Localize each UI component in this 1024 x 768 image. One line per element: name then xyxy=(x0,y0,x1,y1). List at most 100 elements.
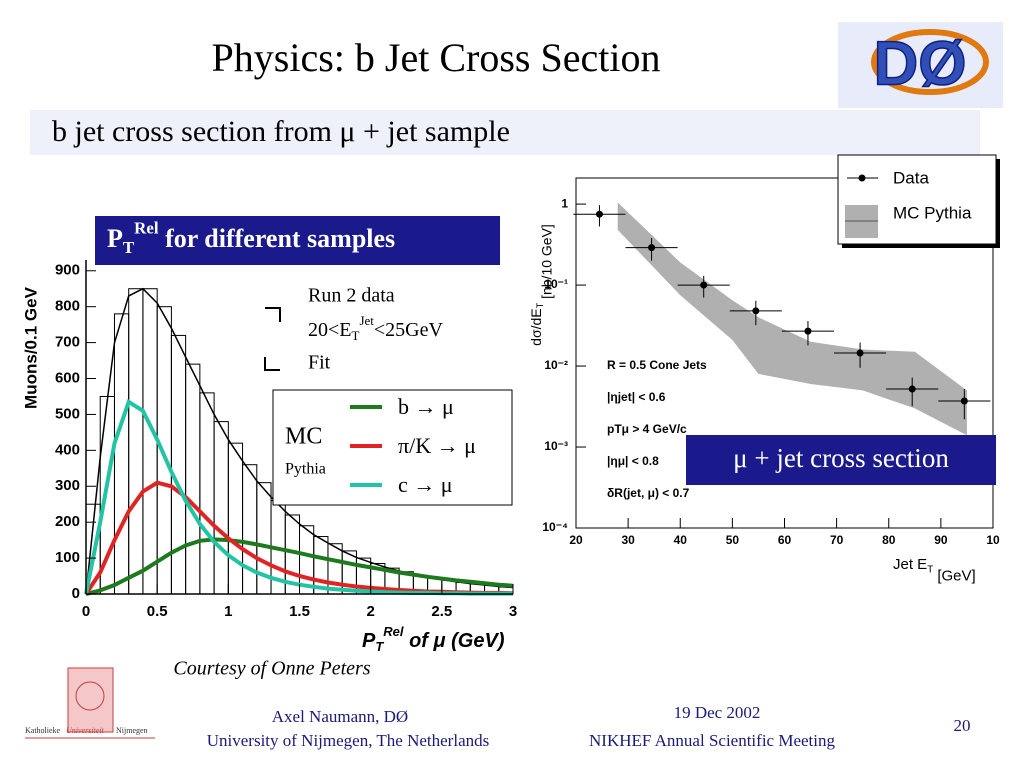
x-axis-label: PTRel of μ (GeV) xyxy=(362,624,505,654)
mc-label: MC xyxy=(285,424,322,450)
legend-label: c → μ xyxy=(398,472,453,497)
y-tick-label: 200 xyxy=(55,513,80,530)
footer-date: 19 Dec 2002 xyxy=(674,703,761,722)
footer-affiliation: University of Nijmegen, The Netherlands xyxy=(207,731,489,750)
banner: PTRel for different samples xyxy=(107,218,395,256)
legend-label: π/K → μ xyxy=(398,433,476,458)
y-tick-label: 10⁻² xyxy=(544,358,568,372)
legend-symbol xyxy=(264,357,280,371)
y-axis-label-part: T xyxy=(536,302,546,308)
data-point xyxy=(908,385,916,393)
annotation: pTμ > 4 GeV/c xyxy=(607,422,687,436)
y-tick-label: 0 xyxy=(72,585,80,602)
x-tick-label: 1.5 xyxy=(289,603,310,620)
legend-symbol xyxy=(265,307,281,322)
y-axis-label: Muons/0.1 GeV xyxy=(21,286,40,409)
x-tick-label: 20 xyxy=(569,533,583,547)
y-axis-label-part: [nb/10 GeV] xyxy=(538,224,554,303)
y-tick-label: 10⁻³ xyxy=(544,439,568,453)
banner-box xyxy=(686,435,996,485)
x-tick-label: 80 xyxy=(882,533,896,547)
data-point xyxy=(804,327,812,335)
x-axis-label-part: T xyxy=(375,639,384,654)
x-axis-label-part: P xyxy=(362,630,376,652)
annotation: δR(jet, μ) < 0.7 xyxy=(607,486,690,500)
x-axis-label-part: of μ (GeV) xyxy=(404,630,505,652)
legend-label: Run 2 data xyxy=(308,285,395,307)
data-point xyxy=(648,244,656,252)
banner-part: Rel xyxy=(134,218,159,237)
annotation: |ηjet| < 0.6 xyxy=(607,390,666,404)
x-tick-label: 70 xyxy=(830,533,844,547)
logo-orbit xyxy=(871,29,989,95)
mc-sublabel: Pythia xyxy=(285,461,326,478)
logo-word: Katholieke xyxy=(25,726,61,735)
legend-swatch xyxy=(858,174,866,182)
data-point xyxy=(595,210,603,218)
subtitle-band xyxy=(30,110,980,155)
x-tick-label: 30 xyxy=(621,533,635,547)
legend-label-part: Jet xyxy=(359,313,374,328)
x-axis-label-part: T xyxy=(927,564,933,575)
logo-word: Nijmegen xyxy=(116,726,148,735)
x-tick-label: 50 xyxy=(726,533,740,547)
x-tick-label: 90 xyxy=(934,533,948,547)
mc-legend-box xyxy=(272,389,513,506)
banner-part: P xyxy=(107,224,123,253)
x-tick-label: 10 xyxy=(986,533,1000,547)
mc-band xyxy=(617,202,967,436)
slide-subtitle: b jet cross section from μ + jet sample xyxy=(52,115,510,148)
legend-label: Fit xyxy=(308,352,331,374)
legend-label-part: T xyxy=(352,328,360,343)
logo-seal xyxy=(75,681,105,711)
logo-text: DØ xyxy=(874,29,967,98)
legend-label: b → μ xyxy=(398,394,454,419)
y-tick-label: 600 xyxy=(55,369,80,386)
logo-word: Universiteit xyxy=(66,726,105,735)
x-tick-label: 60 xyxy=(778,533,792,547)
y-axis-label-part: dσ/dE xyxy=(528,308,544,345)
x-axis-label-part: [GeV] xyxy=(933,567,976,584)
y-tick-label: 100 xyxy=(55,549,80,566)
data-point xyxy=(960,397,968,405)
banner-box xyxy=(95,216,500,265)
x-tick-label: 0.5 xyxy=(147,603,168,620)
footer-author: Axel Naumann, DØ xyxy=(272,707,408,726)
x-tick-label: 2 xyxy=(366,603,374,620)
data-point xyxy=(856,349,864,357)
x-tick-label: 1 xyxy=(224,603,232,620)
x-tick-label: 2.5 xyxy=(431,603,452,620)
courtesy: Courtesy of Onne Peters xyxy=(173,658,370,680)
legend-label-part: <25GeV xyxy=(374,319,444,341)
y-tick-label: 700 xyxy=(55,334,80,351)
y-tick-label: 400 xyxy=(55,441,80,458)
y-tick-label: 10⁻¹ xyxy=(544,277,568,291)
legend-label: Data xyxy=(893,168,929,187)
data-point xyxy=(752,307,760,315)
y-tick-label: 10⁻⁴ xyxy=(542,520,568,534)
legend-label: MC Pythia xyxy=(893,203,972,222)
legend-label: 20<ETJet<25GeV xyxy=(308,313,444,343)
x-axis-label-part: Jet E xyxy=(893,556,927,573)
y-tick-label: 1 xyxy=(561,196,568,210)
legend-label-part: 20<E xyxy=(308,319,352,341)
y-tick-label: 800 xyxy=(55,298,80,315)
banner: μ + jet cross section xyxy=(733,443,949,473)
banner-part: for different samples xyxy=(159,224,396,253)
university-logo: Katholieke Universiteit Nijmegen xyxy=(25,667,155,739)
banner-part: T xyxy=(123,238,135,257)
data-point xyxy=(700,281,708,289)
annotation: |ημ| < 0.8 xyxy=(607,454,659,468)
logo-shield xyxy=(67,667,114,733)
annotation: R = 0.5 Cone Jets xyxy=(607,358,707,372)
x-axis-label: Jet ET [GeV] xyxy=(893,556,976,584)
y-tick-label: 300 xyxy=(55,477,80,494)
x-axis-label-part: Rel xyxy=(383,624,404,639)
footer-page: 20 xyxy=(954,716,971,735)
y-axis-label: dσ/dET [nb/10 GeV] xyxy=(528,224,555,346)
do-logo: DØ xyxy=(838,22,1003,108)
y-tick-label: 500 xyxy=(55,405,80,422)
x-tick-label: 40 xyxy=(674,533,688,547)
